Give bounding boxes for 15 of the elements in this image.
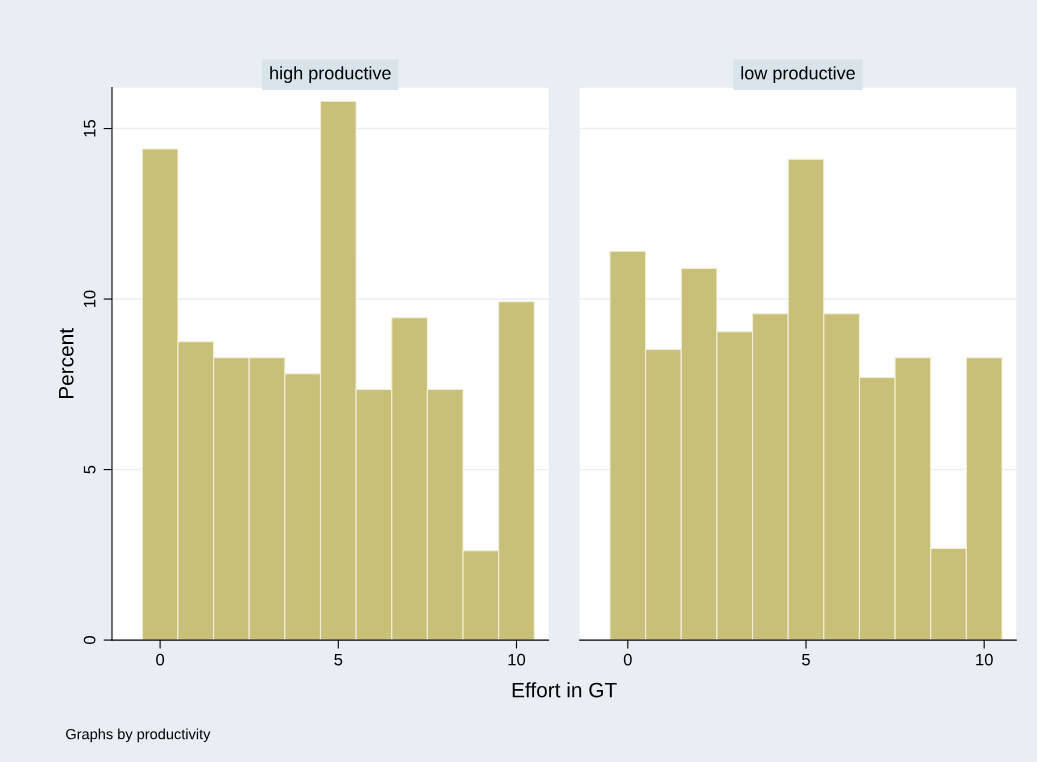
- text: Graphs by productivity: [66, 728, 211, 743]
- x-tick-label: 10: [508, 653, 526, 666]
- x-tick-label: 10: [976, 653, 993, 666]
- y-tick-label: 10: [83, 290, 96, 308]
- chart-title: low productive: [741, 66, 855, 84]
- y-axis-title: Percent: [59, 328, 74, 399]
- y-tick-label: 0: [83, 636, 96, 645]
- y-tick-label: 15: [83, 119, 96, 137]
- x-tick-label: 5: [334, 653, 343, 666]
- y-tick-label: 5: [83, 465, 96, 474]
- chart-title: high productive: [270, 66, 391, 84]
- x-tick-label: 0: [156, 653, 165, 666]
- x-axis-title: Effort in GT: [512, 682, 617, 698]
- x-tick-label: 5: [802, 653, 810, 666]
- x-tick-label: 0: [623, 653, 632, 666]
